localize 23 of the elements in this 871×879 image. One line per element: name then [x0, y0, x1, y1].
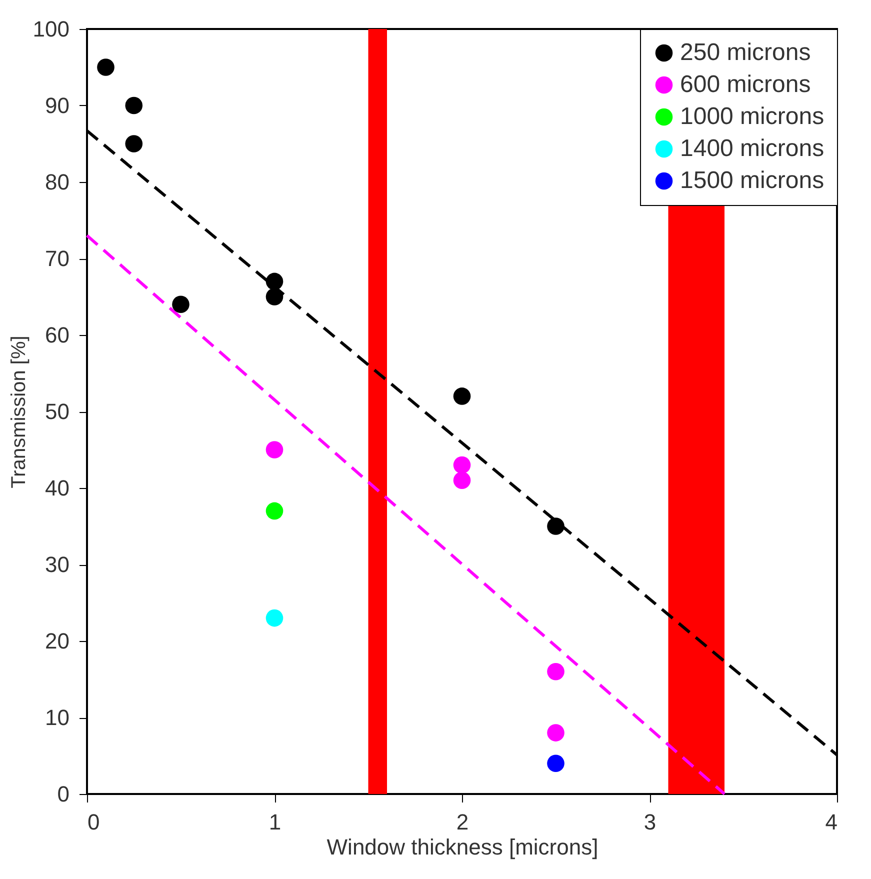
legend-label: 1000 microns: [680, 103, 824, 130]
x-axis-title: Window thickness [microns]: [326, 834, 598, 860]
x-tick-label: 4: [825, 810, 838, 834]
x-tick-label: 0: [88, 810, 100, 834]
y-tick-label: 40: [45, 476, 70, 500]
y-axis-title: Transmission [%]: [8, 336, 30, 488]
x-tick-label: 1: [268, 810, 282, 834]
legend-label: 600 microns: [680, 71, 811, 98]
legend-label: 250 microns: [680, 39, 811, 66]
legend-label: 1500 microns: [680, 167, 824, 194]
y-tick-label: 70: [45, 246, 70, 271]
y-tick-label: 50: [45, 399, 70, 424]
x-tick-label: 2: [456, 810, 469, 834]
y-tick-label: 90: [45, 93, 70, 118]
y-tick-label: 60: [45, 322, 70, 348]
y-tick-label: 10: [45, 705, 70, 730]
y-tick-label: 0: [57, 782, 70, 806]
y-tick-label: 100: [32, 16, 70, 42]
y-tick-label: 20: [45, 628, 70, 654]
x-tick-label: 3: [644, 810, 656, 834]
y-tick-label: 80: [45, 170, 70, 194]
legend-label: 1400 microns: [680, 135, 824, 162]
y-tick-label: 30: [45, 552, 70, 577]
